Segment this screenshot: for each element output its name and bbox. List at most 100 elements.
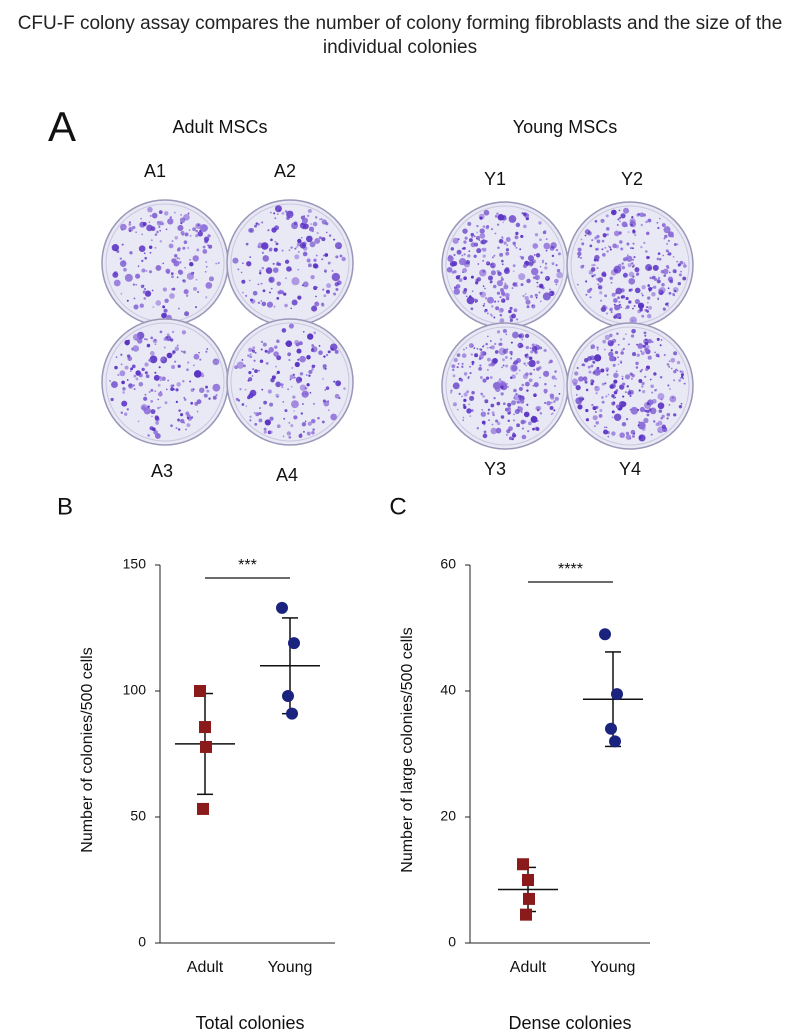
colony xyxy=(142,290,146,294)
colony xyxy=(143,297,147,300)
colony xyxy=(577,404,583,410)
colony xyxy=(128,383,133,388)
colony xyxy=(175,400,178,403)
colony xyxy=(149,351,155,356)
colony xyxy=(145,270,148,272)
colony xyxy=(643,417,649,424)
colony xyxy=(462,268,468,273)
colony xyxy=(463,240,467,244)
colony xyxy=(621,422,627,427)
colony xyxy=(666,363,670,366)
significance-label: *** xyxy=(238,557,257,574)
colony xyxy=(545,238,548,240)
colony xyxy=(326,283,332,289)
colony xyxy=(577,251,582,256)
colony xyxy=(638,389,641,392)
colony xyxy=(138,245,146,253)
colony xyxy=(114,365,118,370)
colony xyxy=(531,304,536,309)
colony xyxy=(670,357,676,363)
colony xyxy=(513,397,516,400)
colony xyxy=(637,302,645,309)
colony xyxy=(516,318,519,321)
colony xyxy=(555,283,558,286)
colony xyxy=(138,382,144,387)
colony xyxy=(589,355,595,361)
colony xyxy=(310,418,316,424)
colony xyxy=(590,267,596,272)
colony xyxy=(331,272,341,282)
colony xyxy=(333,238,336,241)
data-point xyxy=(609,735,621,748)
colony xyxy=(297,295,302,300)
colony xyxy=(617,343,620,346)
colony xyxy=(643,331,647,335)
colony xyxy=(636,353,640,357)
colony xyxy=(593,274,596,277)
colony xyxy=(467,254,471,258)
colony xyxy=(154,390,157,393)
colony xyxy=(676,243,679,246)
colony xyxy=(299,355,306,363)
colony xyxy=(341,256,346,262)
colony xyxy=(538,221,542,225)
colony xyxy=(641,426,646,432)
colony xyxy=(594,219,598,223)
colony xyxy=(611,394,615,398)
colony xyxy=(195,278,198,281)
colony xyxy=(641,385,644,388)
colony xyxy=(150,400,154,403)
colony xyxy=(484,399,489,404)
colony xyxy=(311,368,314,371)
colony xyxy=(205,282,213,289)
colony xyxy=(328,234,332,237)
colony xyxy=(470,409,474,412)
colony xyxy=(581,397,585,401)
colony xyxy=(264,419,271,426)
colony xyxy=(478,357,482,361)
colony xyxy=(643,241,646,244)
colony xyxy=(590,364,594,368)
colony xyxy=(600,306,607,312)
colony xyxy=(461,353,467,358)
colony xyxy=(651,292,656,297)
colony xyxy=(482,378,487,383)
colony xyxy=(666,242,669,245)
colony xyxy=(291,299,298,306)
colony xyxy=(631,247,634,250)
y-tick-label: 100 xyxy=(123,682,147,698)
colony xyxy=(650,433,653,436)
colony xyxy=(175,427,178,430)
colony xyxy=(335,242,343,250)
colony xyxy=(479,269,487,277)
colony xyxy=(529,372,533,376)
colony xyxy=(322,364,327,369)
colony xyxy=(212,383,221,392)
y-tick-label: 20 xyxy=(440,808,456,824)
colony xyxy=(288,323,294,329)
colony xyxy=(186,423,191,428)
colony xyxy=(324,271,327,273)
colony xyxy=(637,408,640,411)
colony xyxy=(626,385,629,388)
colony xyxy=(500,290,506,296)
colony xyxy=(245,242,249,246)
colony xyxy=(458,392,461,396)
colony xyxy=(155,421,159,425)
colony xyxy=(507,419,510,423)
colony xyxy=(172,350,176,354)
colony xyxy=(303,223,309,230)
colony xyxy=(490,427,498,435)
colony xyxy=(129,227,132,230)
colony xyxy=(539,346,543,350)
colony xyxy=(618,300,621,304)
colony xyxy=(604,246,607,249)
colony xyxy=(461,395,463,398)
colony xyxy=(304,386,308,390)
colony xyxy=(290,246,293,249)
colony xyxy=(584,380,588,384)
colony xyxy=(173,260,180,267)
colony xyxy=(604,348,606,351)
colony xyxy=(144,256,147,260)
colony xyxy=(170,272,174,276)
